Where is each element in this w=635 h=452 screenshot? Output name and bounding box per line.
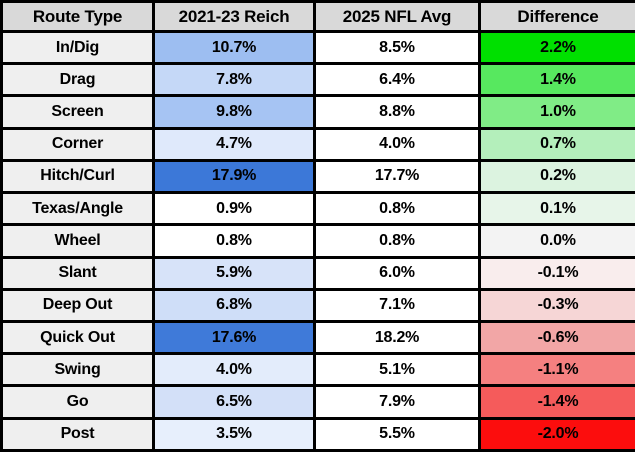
table-row: Deep Out 6.8% 7.1% -0.3% bbox=[0, 287, 635, 323]
route-type-cell: Quick Out bbox=[0, 319, 155, 356]
route-table-body: In/Dig 10.7% 8.5% 2.2% Drag 7.8% 6.4% 1.4% Scree… bbox=[0, 29, 635, 452]
reich-value-cell: 5.9% bbox=[152, 255, 316, 291]
reich-value-cell: 7.8% bbox=[152, 62, 316, 98]
reich-value-cell: 17.9% bbox=[152, 158, 316, 195]
difference-value-cell: -2.0% bbox=[478, 416, 635, 452]
table-row: Swing 4.0% 5.1% -1.1% bbox=[0, 352, 635, 388]
nfl-avg-value-cell: 8.5% bbox=[313, 29, 481, 66]
nfl-avg-value-cell: 6.4% bbox=[313, 62, 481, 98]
route-type-cell: Screen bbox=[0, 94, 155, 130]
nfl-avg-value-cell: 18.2% bbox=[313, 319, 481, 356]
nfl-avg-value-cell: 5.5% bbox=[313, 416, 481, 452]
table-row: Quick Out 17.6% 18.2% -0.6% bbox=[0, 319, 635, 356]
nfl-avg-value-cell: 4.0% bbox=[313, 126, 481, 162]
nfl-avg-value-cell: 17.7% bbox=[313, 158, 481, 195]
difference-value-cell: -0.6% bbox=[478, 319, 635, 356]
table-row: Corner 4.7% 4.0% 0.7% bbox=[0, 126, 635, 162]
table-row: Go 6.5% 7.9% -1.4% bbox=[0, 384, 635, 420]
difference-value-cell: -1.1% bbox=[478, 352, 635, 388]
reich-value-cell: 6.5% bbox=[152, 384, 316, 420]
header-row: Route Type 2021-23 Reich 2025 NFL Avg Di… bbox=[0, 0, 635, 33]
nfl-avg-value-cell: 7.1% bbox=[313, 287, 481, 323]
route-type-cell: Wheel bbox=[0, 223, 155, 259]
table-row: Drag 7.8% 6.4% 1.4% bbox=[0, 62, 635, 98]
route-type-cell: Hitch/Curl bbox=[0, 158, 155, 195]
nfl-avg-value-cell: 6.0% bbox=[313, 255, 481, 291]
difference-value-cell: 0.1% bbox=[478, 191, 635, 227]
reich-value-cell: 4.7% bbox=[152, 126, 316, 162]
difference-value-cell: 0.0% bbox=[478, 223, 635, 259]
reich-value-cell: 0.8% bbox=[152, 223, 316, 259]
nfl-avg-value-cell: 5.1% bbox=[313, 352, 481, 388]
nfl-avg-value-cell: 0.8% bbox=[313, 191, 481, 227]
table-row: Texas/Angle 0.9% 0.8% 0.1% bbox=[0, 191, 635, 227]
route-type-cell: In/Dig bbox=[0, 29, 155, 66]
route-type-cell: Go bbox=[0, 384, 155, 420]
reich-value-cell: 9.8% bbox=[152, 94, 316, 130]
table-row: Slant 5.9% 6.0% -0.1% bbox=[0, 255, 635, 291]
nfl-avg-value-cell: 0.8% bbox=[313, 223, 481, 259]
table-row: Post 3.5% 5.5% -2.0% bbox=[0, 416, 635, 452]
difference-value-cell: -0.3% bbox=[478, 287, 635, 323]
header-reich: 2021-23 Reich bbox=[152, 0, 316, 33]
difference-value-cell: 0.7% bbox=[478, 126, 635, 162]
table-row: In/Dig 10.7% 8.5% 2.2% bbox=[0, 29, 635, 66]
route-type-cell: Deep Out bbox=[0, 287, 155, 323]
reich-value-cell: 3.5% bbox=[152, 416, 316, 452]
route-type-cell: Swing bbox=[0, 352, 155, 388]
difference-value-cell: 1.0% bbox=[478, 94, 635, 130]
route-type-cell: Corner bbox=[0, 126, 155, 162]
difference-value-cell: 0.2% bbox=[478, 158, 635, 195]
difference-value-cell: 2.2% bbox=[478, 29, 635, 66]
route-type-cell: Drag bbox=[0, 62, 155, 98]
header-nfl-avg: 2025 NFL Avg bbox=[313, 0, 481, 33]
header-route-type: Route Type bbox=[0, 0, 155, 33]
nfl-avg-value-cell: 8.8% bbox=[313, 94, 481, 130]
table-row: Wheel 0.8% 0.8% 0.0% bbox=[0, 223, 635, 259]
route-type-cell: Texas/Angle bbox=[0, 191, 155, 227]
route-type-cell: Slant bbox=[0, 255, 155, 291]
table-row: Screen 9.8% 8.8% 1.0% bbox=[0, 94, 635, 130]
header-difference: Difference bbox=[478, 0, 635, 33]
difference-value-cell: 1.4% bbox=[478, 62, 635, 98]
reich-value-cell: 10.7% bbox=[152, 29, 316, 66]
reich-value-cell: 6.8% bbox=[152, 287, 316, 323]
reich-value-cell: 0.9% bbox=[152, 191, 316, 227]
reich-value-cell: 17.6% bbox=[152, 319, 316, 356]
table-row: Hitch/Curl 17.9% 17.7% 0.2% bbox=[0, 158, 635, 195]
route-type-cell: Post bbox=[0, 416, 155, 452]
difference-value-cell: -0.1% bbox=[478, 255, 635, 291]
reich-value-cell: 4.0% bbox=[152, 352, 316, 388]
nfl-avg-value-cell: 7.9% bbox=[313, 384, 481, 420]
difference-value-cell: -1.4% bbox=[478, 384, 635, 420]
